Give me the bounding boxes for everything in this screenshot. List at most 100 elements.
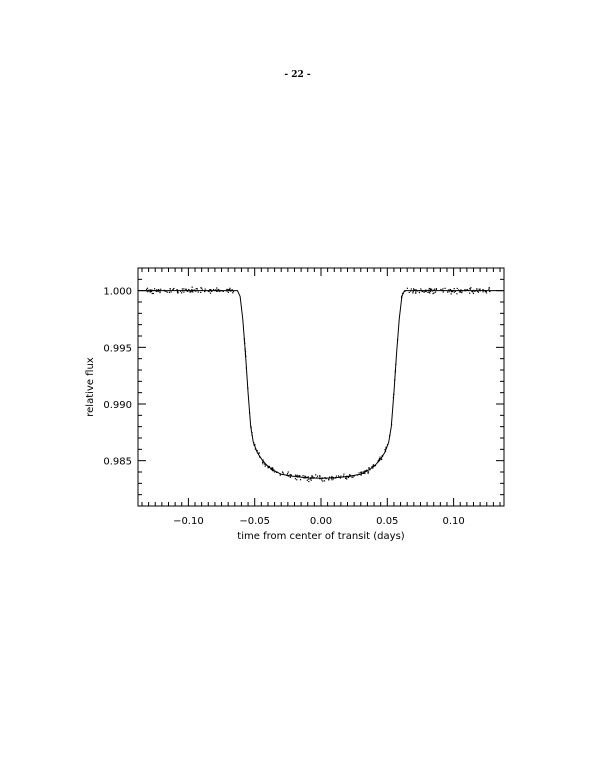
data-point: [296, 474, 298, 476]
data-point: [368, 467, 370, 470]
model-curve: [138, 290, 504, 479]
data-point: [232, 292, 234, 294]
data-point: [312, 476, 314, 478]
data-point: [310, 479, 312, 481]
data-point: [444, 287, 446, 289]
data-point: [347, 476, 349, 479]
data-point: [415, 289, 417, 291]
data-point: [452, 290, 454, 292]
data-point: [343, 473, 345, 475]
data-point: [353, 475, 355, 477]
data-point: [474, 290, 476, 292]
data-point: [271, 468, 273, 471]
data-point: [216, 287, 218, 289]
data-point: [282, 472, 284, 474]
data-point: [377, 459, 380, 462]
data-point: [345, 477, 347, 479]
x-axis-label: time from center of transit (days): [237, 531, 404, 542]
data-point: [145, 288, 148, 291]
data-point: [352, 476, 354, 478]
data-point: [166, 291, 168, 293]
data-point: [401, 292, 404, 294]
data-point: [446, 291, 449, 293]
data-point: [450, 290, 453, 292]
data-point: [147, 291, 149, 293]
data-point: [188, 289, 190, 291]
data-point: [367, 471, 369, 473]
data-point: [254, 444, 256, 446]
data-point: [262, 459, 264, 461]
data-point: [271, 467, 274, 470]
data-point: [319, 476, 321, 478]
data-point: [476, 288, 478, 290]
y-tick-label: 0.990: [103, 400, 132, 411]
data-point: [294, 478, 297, 480]
data-point: [201, 289, 203, 291]
x-tick-label: −0.05: [239, 516, 270, 527]
data-point: [434, 291, 437, 293]
data-point: [226, 290, 228, 292]
axis-ticks: [138, 267, 504, 507]
data-point: [413, 288, 415, 290]
data-point: [151, 289, 153, 291]
data-point: [298, 475, 300, 477]
data-point: [261, 461, 264, 463]
data-points: [145, 286, 491, 483]
data-point: [286, 473, 289, 475]
data-point: [183, 291, 185, 293]
data-point: [195, 288, 197, 290]
data-point: [478, 288, 480, 290]
data-point: [169, 288, 171, 290]
data-point: [412, 292, 414, 294]
data-point: [378, 458, 380, 461]
data-point: [177, 292, 179, 294]
data-point: [180, 292, 183, 294]
data-point: [215, 289, 217, 291]
data-point: [331, 479, 333, 481]
data-point: [299, 475, 301, 477]
data-point: [466, 288, 468, 291]
data-point: [308, 480, 310, 483]
data-point: [170, 291, 172, 293]
data-point: [488, 287, 490, 289]
data-point: [372, 467, 374, 469]
data-point: [281, 471, 284, 473]
data-point: [366, 469, 368, 471]
data-point: [479, 288, 481, 290]
data-point: [256, 450, 258, 452]
data-point: [196, 288, 198, 290]
data-point: [204, 291, 206, 293]
data-point: [364, 470, 366, 472]
data-point: [311, 475, 313, 477]
data-point: [432, 292, 434, 295]
data-point: [304, 475, 306, 477]
data-point: [208, 290, 210, 293]
data-point: [449, 288, 452, 291]
data-point: [464, 288, 466, 291]
data-point: [211, 290, 213, 293]
data-point: [340, 475, 342, 477]
data-point: [429, 290, 432, 292]
data-point: [415, 291, 417, 293]
data-point: [427, 291, 429, 294]
data-point: [477, 290, 479, 293]
data-point: [428, 291, 430, 293]
data-point: [204, 288, 206, 290]
data-point: [171, 289, 174, 291]
data-point: [212, 288, 215, 291]
data-point: [309, 478, 312, 480]
data-point: [477, 291, 480, 293]
data-point: [232, 290, 235, 293]
data-point: [287, 475, 289, 477]
data-point: [168, 291, 170, 294]
data-point: [412, 291, 414, 293]
data-point: [217, 290, 219, 292]
data-point: [453, 291, 455, 293]
data-point: [428, 289, 430, 291]
data-point: [372, 464, 374, 466]
data-point: [262, 463, 264, 465]
data-point: [374, 465, 377, 467]
data-point: [332, 478, 334, 480]
data-point: [488, 288, 490, 290]
data-point: [429, 292, 431, 294]
